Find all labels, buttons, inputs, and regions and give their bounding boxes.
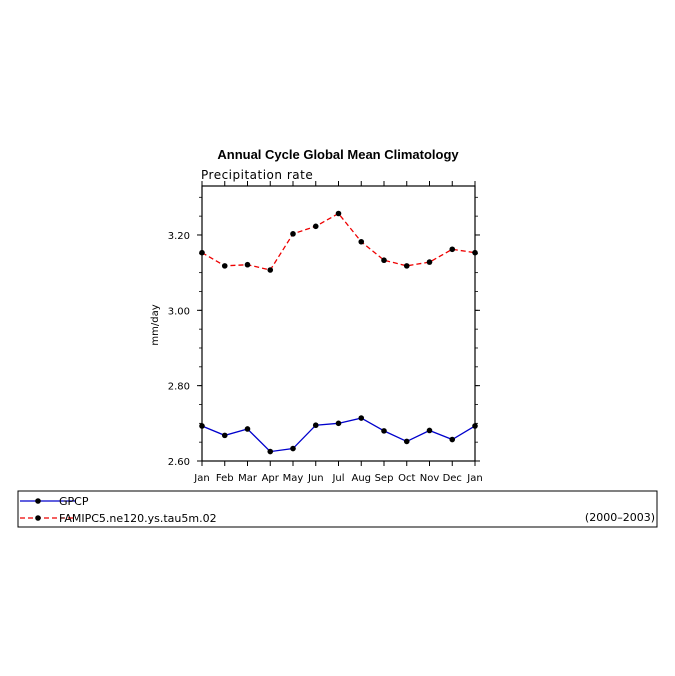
data-point xyxy=(199,249,205,256)
x-tick-label: Apr xyxy=(262,473,280,484)
x-tick-label: Feb xyxy=(216,473,234,484)
data-point xyxy=(221,263,228,269)
series-line-1 xyxy=(201,212,476,271)
x-tick-label: Jul xyxy=(331,473,344,484)
data-point xyxy=(335,210,342,217)
x-tick-label: Jan xyxy=(193,473,209,484)
data-point xyxy=(426,427,433,434)
legend: GPCP FAMIPC5.ne120.ys.tau5m.02 xyxy=(20,495,217,525)
legend-marker xyxy=(35,515,41,521)
legend-box xyxy=(17,490,658,528)
data-point xyxy=(267,267,274,273)
data-point xyxy=(267,448,274,455)
x-tick-label: Jun xyxy=(307,473,324,484)
data-point xyxy=(290,445,296,452)
data-point xyxy=(358,415,365,421)
x-tick-label: Sep xyxy=(375,473,394,484)
data-point xyxy=(312,422,319,429)
y-tick-label: 3.20 xyxy=(168,231,190,242)
data-point xyxy=(244,261,251,268)
plot-frame xyxy=(201,185,476,462)
data-point xyxy=(312,223,319,230)
data-point xyxy=(472,249,478,256)
data-point xyxy=(403,438,410,445)
chart-subtitle: Precipitation rate xyxy=(201,168,313,182)
y-axis-label: mm/day xyxy=(150,304,161,345)
y-tick-label: 2.80 xyxy=(168,382,190,393)
axes: Jan Feb Mar Apr May Jun Jul Aug Sep Oct Nov Dec Jan2… xyxy=(168,181,483,484)
period-label: (2000–2003) xyxy=(585,511,655,524)
x-tick-label: Aug xyxy=(351,473,371,484)
x-tick-label: Nov xyxy=(420,473,440,484)
y-tick-label: 2.60 xyxy=(168,457,190,468)
data-point xyxy=(221,432,228,439)
y-tick-label: 3.00 xyxy=(168,306,190,317)
data-point xyxy=(358,238,365,245)
x-tick-label: Dec xyxy=(443,473,462,484)
legend-marker xyxy=(35,498,41,504)
x-tick-label: Oct xyxy=(398,473,415,484)
data-point xyxy=(335,420,342,427)
series-layer xyxy=(199,210,478,455)
data-point xyxy=(381,257,387,264)
legend-label-1: FAMIPC5.ne120.ys.tau5m.02 xyxy=(59,512,217,525)
data-point xyxy=(449,246,456,253)
data-point xyxy=(290,231,296,237)
data-point xyxy=(403,263,410,269)
x-tick-label: Mar xyxy=(238,473,258,484)
data-point xyxy=(244,426,251,432)
data-point xyxy=(449,436,456,443)
chart-title: Annual Cycle Global Mean Climatology xyxy=(217,147,459,162)
data-point xyxy=(426,259,433,265)
data-point xyxy=(381,428,387,434)
x-tick-label: May xyxy=(283,473,304,484)
x-tick-label: Jan xyxy=(466,473,482,484)
data-point xyxy=(472,423,478,429)
data-point xyxy=(199,423,205,429)
legend-label-0: GPCP xyxy=(59,495,89,508)
